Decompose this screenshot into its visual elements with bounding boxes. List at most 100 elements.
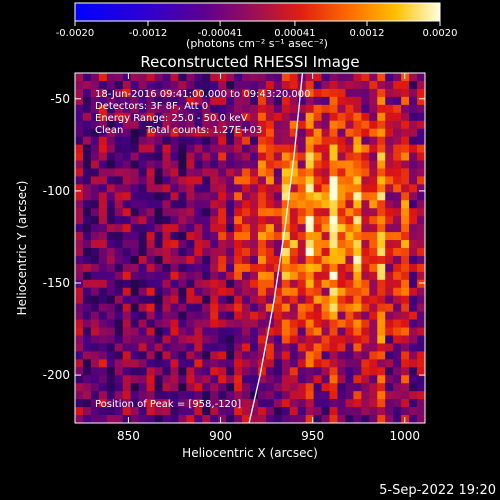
heatmap-cell <box>130 192 140 201</box>
heatmap-cell <box>250 287 259 297</box>
heatmap-cell <box>265 136 275 145</box>
heatmap-cell <box>321 383 330 392</box>
heatmap-cell <box>409 367 418 376</box>
heatmap-cell <box>242 192 251 201</box>
heatmap-cell <box>273 279 283 289</box>
heatmap-cell <box>226 287 235 297</box>
heatmap-cell <box>250 136 259 145</box>
heatmap-cell <box>401 375 410 384</box>
heatmap-cell <box>257 367 267 376</box>
heatmap-cell <box>337 383 346 392</box>
heatmap-cell <box>417 399 425 408</box>
heatmap-cell <box>361 327 370 336</box>
heatmap-cell <box>90 319 100 328</box>
heatmap-cell <box>162 248 171 257</box>
heatmap-cell <box>106 279 116 289</box>
heatmap-cell <box>138 327 147 336</box>
heatmap-cell <box>321 415 330 423</box>
heatmap-cell <box>393 399 402 408</box>
heatmap-cell <box>178 263 187 273</box>
heatmap-cell <box>305 311 315 320</box>
heatmap-cell <box>170 112 179 122</box>
heatmap-cell <box>337 415 346 423</box>
heatmap-cell <box>345 176 354 185</box>
heatmap-cell <box>154 240 163 249</box>
heatmap-cell <box>130 327 140 336</box>
heatmap-cell <box>186 279 195 289</box>
heatmap-cell <box>106 287 116 297</box>
heatmap-cell <box>361 335 370 344</box>
heatmap-cell <box>98 287 108 297</box>
heatmap-cell <box>122 192 132 201</box>
heatmap-cell <box>345 192 354 201</box>
heatmap-cell <box>75 319 84 328</box>
timestamp: 5-Sep-2022 19:20 <box>379 483 496 498</box>
heatmap-cell <box>265 295 275 305</box>
heatmap-cell <box>321 367 330 376</box>
heatmap-cell <box>210 112 219 122</box>
heatmap-cell <box>337 240 346 249</box>
heatmap-cell <box>273 88 283 98</box>
heatmap-cell <box>202 88 211 98</box>
heatmap-cell <box>75 383 84 392</box>
heatmap-cell <box>417 136 425 145</box>
heatmap-cell <box>242 112 251 122</box>
heatmap-cell <box>170 240 179 249</box>
heatmap-cell <box>385 168 394 177</box>
heatmap-cell <box>353 367 362 376</box>
heatmap-cell <box>409 407 418 416</box>
colorbar-units: (photons cm⁻² s⁻¹ asec⁻²) <box>186 37 328 50</box>
heatmap-cell <box>377 112 386 122</box>
heatmap-cell <box>265 73 275 82</box>
heatmap-cell <box>194 399 203 408</box>
heatmap-cell <box>401 311 410 320</box>
heatmap-cell <box>82 367 92 376</box>
heatmap-cell <box>393 391 402 400</box>
solar-limb-curve <box>248 73 304 423</box>
heatmap-cell <box>369 415 378 423</box>
heatmap-cell <box>122 200 132 209</box>
heatmap-cell <box>170 319 179 328</box>
heatmap-cell <box>305 335 315 344</box>
heatmap-cell <box>353 224 362 233</box>
heatmap-cell <box>273 351 283 360</box>
heatmap-cell <box>281 208 291 217</box>
heatmap-cell <box>82 248 92 257</box>
heatmap-cell <box>122 407 132 416</box>
heatmap-cell <box>202 359 211 368</box>
heatmap-cell <box>170 184 179 193</box>
heatmap-cell <box>130 311 140 320</box>
heatmap-cell <box>202 224 211 233</box>
heatmap-cell <box>369 263 378 273</box>
heatmap-cell <box>106 399 116 408</box>
heatmap-cell <box>178 80 187 90</box>
heatmap-cell <box>329 232 338 241</box>
heatmap-cell <box>210 216 219 225</box>
heatmap-cell <box>417 343 425 352</box>
heatmap-cell <box>130 73 140 82</box>
heatmap-cell <box>202 248 211 257</box>
heatmap-cell <box>265 96 275 106</box>
heatmap-cell <box>106 128 116 138</box>
heatmap-cell <box>393 263 402 273</box>
heatmap-cell <box>273 391 283 400</box>
heatmap-cell <box>257 335 267 344</box>
heatmap-cell <box>281 271 291 281</box>
heatmap-cell <box>377 152 386 161</box>
heatmap-cell <box>250 335 259 344</box>
heatmap-cell <box>257 295 267 305</box>
heatmap-cell <box>265 160 275 169</box>
heatmap-cell <box>353 343 362 352</box>
heatmap-cell <box>337 248 346 257</box>
heatmap-cell <box>242 152 251 161</box>
heatmap-cell <box>82 359 92 368</box>
heatmap-cell <box>106 263 116 273</box>
heatmap-cell <box>297 327 307 336</box>
heatmap-cell <box>361 287 370 297</box>
heatmap-cell <box>337 208 346 217</box>
heatmap-cell <box>218 327 227 336</box>
heatmap-cell <box>305 271 315 281</box>
heatmap-cell <box>234 255 243 265</box>
heatmap-cell <box>250 88 259 98</box>
heatmap-cell <box>281 383 291 392</box>
